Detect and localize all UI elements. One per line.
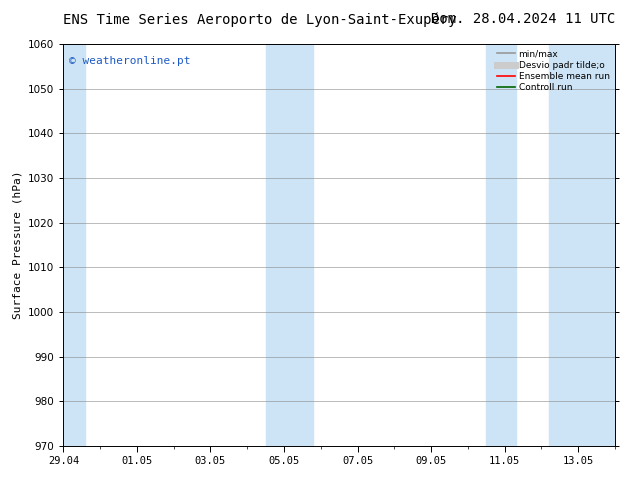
Text: © weatheronline.pt: © weatheronline.pt	[69, 56, 190, 66]
Bar	[549, 44, 619, 446]
Bar	[60, 44, 86, 446]
Y-axis label: Surface Pressure (hPa): Surface Pressure (hPa)	[13, 171, 23, 319]
Bar	[266, 44, 313, 446]
Legend: min/max, Desvio padr tilde;o, Ensemble mean run, Controll run: min/max, Desvio padr tilde;o, Ensemble m…	[493, 46, 613, 96]
Text: Dom. 28.04.2024 11 UTC: Dom. 28.04.2024 11 UTC	[430, 12, 615, 26]
Text: ENS Time Series Aeroporto de Lyon-Saint-Exupéry: ENS Time Series Aeroporto de Lyon-Saint-…	[63, 12, 457, 27]
Bar	[486, 44, 515, 446]
